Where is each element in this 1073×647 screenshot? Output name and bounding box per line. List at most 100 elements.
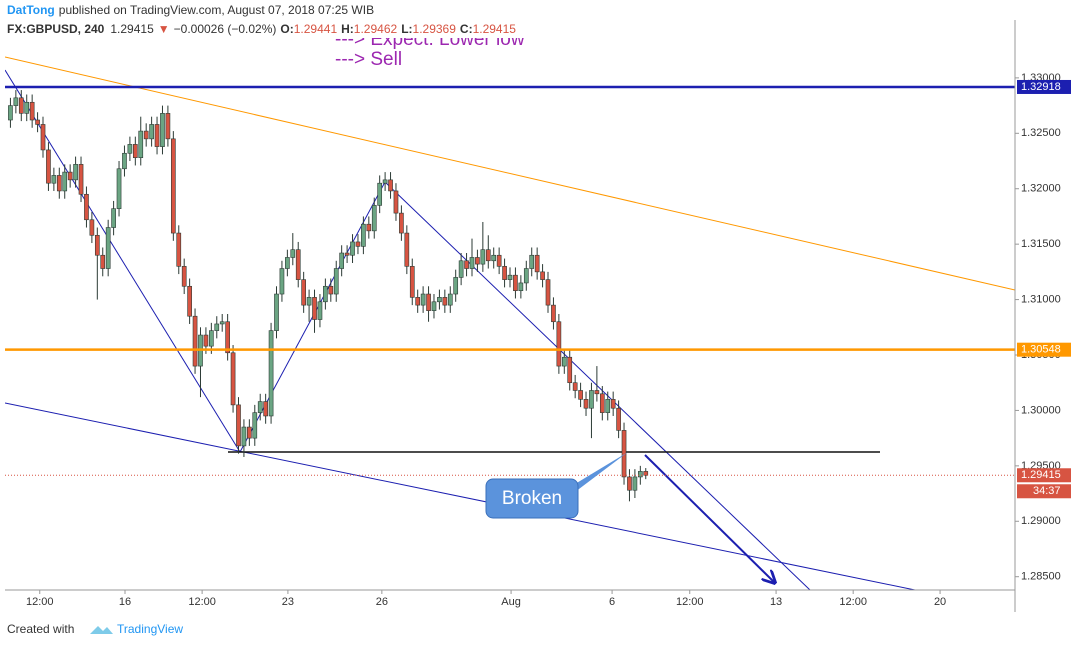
candle-body: [632, 476, 638, 491]
ohlc-value: 1.29462: [354, 22, 398, 36]
candle-body: [523, 268, 529, 284]
candle-body: [187, 285, 192, 317]
ohlc-value: 1.29369: [413, 22, 457, 36]
candle-body: [73, 164, 78, 181]
callout-text: Broken: [502, 488, 562, 509]
candle-body: [388, 179, 393, 192]
candle-body: [507, 274, 513, 280]
candle-body: [464, 260, 469, 269]
x-tick-label: 16: [119, 596, 131, 608]
price-label-bg: [1017, 79, 1071, 94]
candle-body: [312, 297, 317, 320]
candle-body: [56, 175, 62, 192]
candle-body: [572, 382, 578, 391]
x-tick-label: 12:00: [839, 596, 867, 608]
candle-body: [426, 293, 431, 311]
y-tick-label: 1.31000: [1021, 293, 1061, 305]
candle-body: [214, 323, 220, 331]
x-tick-label: Aug: [501, 596, 521, 608]
candle-body: [534, 254, 540, 273]
countdown-bg: [1017, 484, 1071, 499]
plot-area: [5, 56, 1015, 590]
candle-body: [447, 293, 453, 306]
countdown: 34:37: [1033, 485, 1061, 497]
footer-text: Created with: [7, 622, 74, 636]
x-tick-label: 12:00: [26, 596, 54, 608]
candle-body: [78, 164, 84, 195]
candle-body: [105, 227, 111, 269]
ohlc-value: 1.29441: [294, 22, 338, 36]
header-line: DatTong published on TradingView.com, Aug…: [7, 3, 374, 17]
candle-body: [610, 399, 616, 409]
candle-body: [502, 266, 507, 280]
callout: [485, 478, 579, 519]
candle-body: [127, 144, 133, 154]
candle-body: [176, 232, 182, 267]
y-tick-label: 1.30000: [1021, 404, 1061, 416]
candle-body: [192, 315, 198, 367]
candle-body: [605, 399, 611, 413]
y-tick-label: 1.32500: [1021, 127, 1061, 139]
candle-body: [589, 390, 594, 409]
trend-line: [384, 181, 811, 590]
candle-body: [209, 330, 214, 347]
candle-body: [437, 297, 442, 303]
candle-body: [165, 113, 171, 140]
candle-body: [94, 234, 100, 256]
candle-body: [382, 179, 388, 184]
candle-body: [279, 268, 285, 295]
candle-body: [529, 254, 535, 269]
candle-body: [415, 297, 421, 306]
candle-body: [263, 401, 268, 417]
candle-body: [257, 401, 263, 413]
author: DatTong: [7, 3, 55, 17]
candle-body: [556, 321, 562, 367]
candle-body: [247, 426, 252, 439]
candle-body: [154, 124, 160, 147]
candle-body: [116, 168, 122, 209]
candle-body: [46, 149, 51, 184]
candle-body: [252, 412, 258, 439]
header-bg: [0, 0, 1015, 38]
candle-body: [578, 390, 583, 400]
candle-body: [599, 393, 605, 413]
price-label-bg: [1017, 468, 1071, 483]
candle-body: [29, 101, 35, 121]
trend-line: [5, 69, 241, 453]
candle-body: [170, 138, 176, 234]
candle-body: [230, 352, 236, 406]
candle-body: [225, 321, 230, 354]
candle-body: [621, 430, 627, 478]
candle-body: [518, 282, 524, 292]
annotation: ---> Sell: [335, 49, 402, 70]
candle-body: [241, 426, 247, 447]
candle-body: [420, 293, 426, 306]
candle-body: [583, 399, 589, 409]
y-tick-label: 1.28500: [1021, 571, 1061, 583]
y-tick-label: 1.31500: [1021, 238, 1061, 250]
arrow: [644, 454, 775, 583]
candle-body: [138, 130, 144, 158]
candle-body: [627, 476, 632, 491]
channel-line: [5, 402, 916, 590]
change: −0.00026 (−0.02%): [174, 22, 277, 36]
logo: [90, 626, 113, 634]
y-tick-label: 1.29000: [1021, 515, 1061, 527]
candle-body: [355, 241, 361, 247]
price-label: 1.30548: [1021, 344, 1061, 356]
candle-body: [404, 232, 410, 267]
candle-body: [442, 297, 448, 306]
candle-body: [513, 274, 518, 292]
candle-body: [149, 124, 154, 140]
candle-body: [35, 119, 40, 125]
candle-body: [306, 297, 312, 306]
candle-body: [111, 208, 116, 228]
ohlc-label: H:: [341, 22, 354, 36]
last: 1.29415: [110, 22, 154, 36]
candle-body: [491, 254, 497, 262]
trend-line: [5, 56, 1015, 291]
candle-body: [268, 330, 274, 417]
candle-body: [84, 193, 89, 221]
published: published on TradingView.com, August 07,…: [59, 3, 374, 17]
